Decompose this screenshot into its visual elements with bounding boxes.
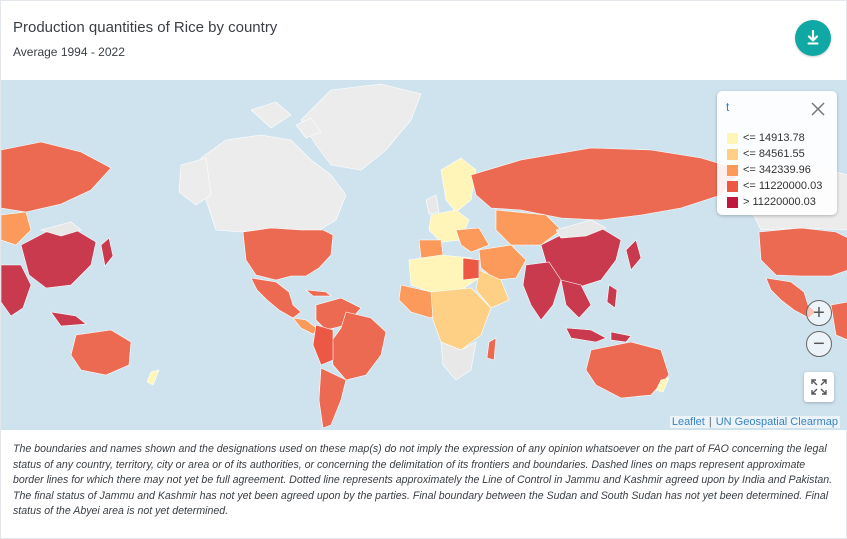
page-title: Production quantities of Rice by country (13, 19, 278, 36)
legend-label: > 11220000.03 (743, 196, 816, 208)
map-legend: t <= 14913.78 <= 84561.55 <= 342339.96 <… (717, 91, 837, 215)
iran-middle-east[interactable] (478, 244, 527, 281)
fullscreen-button[interactable] (804, 372, 834, 402)
egypt[interactable] (462, 257, 480, 281)
canada[interactable] (200, 134, 347, 233)
alaska[interactable] (178, 157, 212, 206)
close-icon[interactable] (811, 102, 825, 116)
india[interactable] (522, 261, 562, 321)
new-zealand-wrap[interactable] (146, 369, 160, 386)
attribution-separator: | (708, 416, 712, 428)
disclaimer-text: The boundaries and names shown and the d… (13, 443, 833, 517)
download-button[interactable] (795, 20, 831, 56)
arabia[interactable] (475, 269, 510, 309)
legend-label: <= 11220000.03 (743, 180, 823, 192)
legend-item: <= 342339.96 (727, 163, 811, 177)
indonesia[interactable] (565, 327, 632, 343)
legend-label: <= 342339.96 (743, 164, 811, 176)
india-wrap[interactable] (1, 264, 32, 317)
legend-item: <= 11220000.03 (727, 179, 822, 193)
legend-swatch (727, 164, 738, 176)
usa-wrap[interactable] (758, 227, 847, 277)
australia[interactable] (585, 341, 670, 399)
russia-wrap[interactable] (1, 141, 112, 213)
legend-swatch (727, 196, 738, 208)
cuba[interactable] (305, 289, 332, 297)
australia-wrap[interactable] (70, 329, 132, 376)
usa[interactable] (242, 227, 334, 281)
source-link[interactable]: UN Geospatial Clearmap (715, 416, 838, 428)
leaflet-link[interactable]: Leaflet (671, 416, 705, 428)
north-africa[interactable] (408, 254, 480, 293)
peru-bolivia[interactable] (312, 324, 334, 366)
mongolia[interactable] (555, 219, 607, 239)
japan-wrap[interactable] (100, 237, 114, 267)
southern-africa[interactable] (440, 341, 477, 381)
southeast-asia[interactable] (560, 279, 592, 319)
japan[interactable] (625, 239, 642, 271)
mongolia-wrap (39, 221, 82, 237)
legend-swatch (727, 132, 738, 144)
indonesia-wrap[interactable] (50, 311, 87, 327)
legend-title: t (726, 100, 730, 114)
download-icon (807, 30, 819, 45)
legend-swatch (727, 148, 738, 160)
legend-label: <= 14913.78 (743, 132, 805, 144)
greenland[interactable] (300, 83, 422, 171)
new-zealand[interactable] (655, 377, 670, 393)
italy-balkans[interactable] (455, 227, 490, 253)
legend-item: > 11220000.03 (727, 195, 816, 209)
zoom-in-button[interactable]: + (806, 300, 832, 326)
scandinavia[interactable] (440, 157, 477, 213)
russia[interactable] (470, 147, 742, 221)
page-subtitle: Average 1994 - 2022 (13, 45, 125, 59)
expand-icon (811, 379, 827, 395)
argentina-chile[interactable] (318, 367, 347, 429)
canada-islands (250, 101, 322, 139)
zoom-out-button[interactable]: − (806, 331, 832, 357)
map-attribution: Leaflet | UN Geospatial Clearmap (669, 416, 840, 428)
legend-swatch (727, 180, 738, 192)
brazil[interactable] (330, 311, 387, 381)
legend-label: <= 84561.55 (743, 148, 805, 160)
central-africa[interactable] (430, 287, 492, 351)
uk[interactable] (425, 194, 440, 215)
philippines[interactable] (606, 284, 618, 309)
legend-item: <= 14913.78 (727, 131, 805, 145)
madagascar[interactable] (486, 337, 497, 361)
south-america-wrap[interactable] (830, 301, 847, 340)
mexico[interactable] (250, 277, 302, 319)
legend-item: <= 84561.55 (727, 147, 805, 161)
central-asia-wrap[interactable] (1, 211, 32, 246)
